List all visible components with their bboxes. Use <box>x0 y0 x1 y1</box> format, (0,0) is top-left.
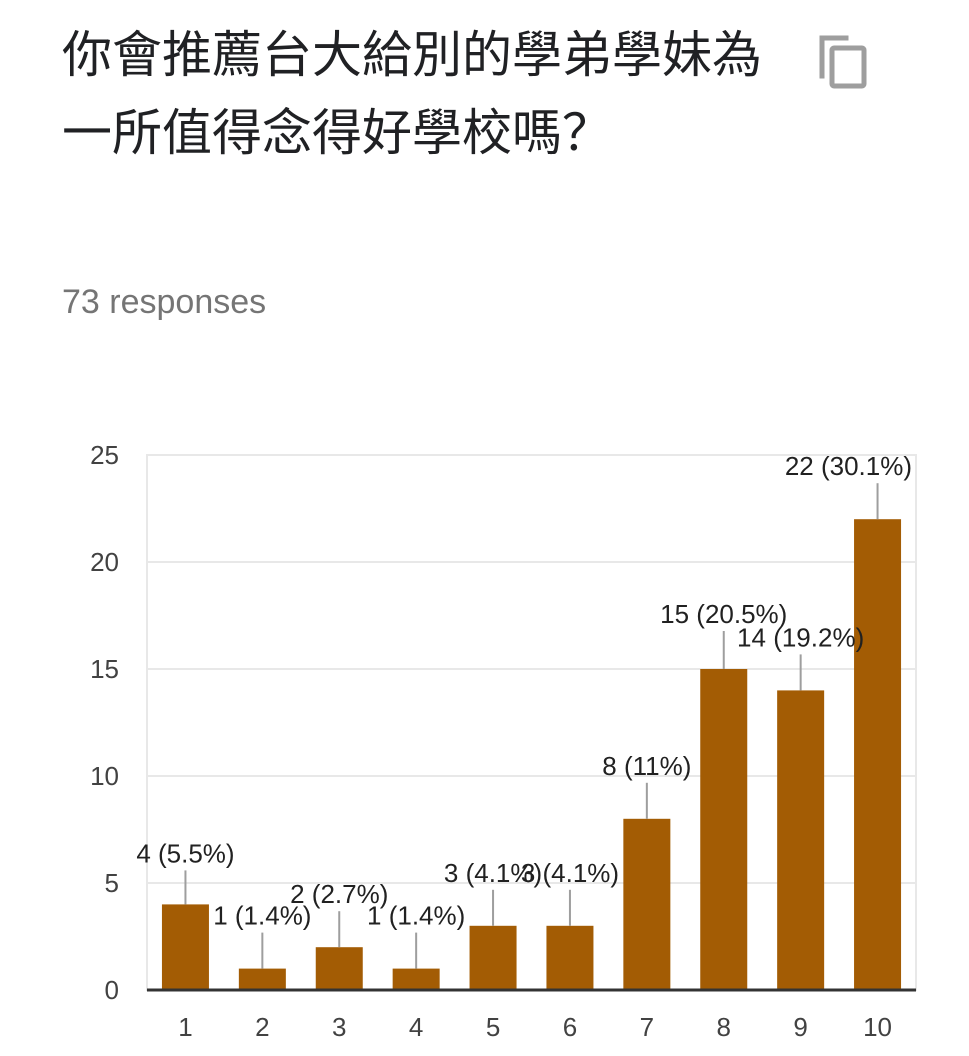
x-tick-label: 3 <box>332 1012 346 1042</box>
data-label: 14 (19.2%) <box>737 622 864 652</box>
data-label: 22 (30.1%) <box>785 451 912 481</box>
x-tick-label: 4 <box>409 1012 423 1042</box>
x-tick-label: 2 <box>255 1012 269 1042</box>
bar <box>777 690 825 990</box>
bar <box>315 947 363 990</box>
x-tick-label: 9 <box>793 1012 807 1042</box>
responses-count: 73 responses <box>62 283 267 321</box>
y-tick-label: 25 <box>90 440 119 470</box>
y-tick-label: 5 <box>105 868 119 898</box>
x-tick-label: 10 <box>863 1012 892 1042</box>
data-label: 15 (20.5%) <box>660 599 787 629</box>
y-tick-label: 0 <box>105 975 119 1005</box>
bar <box>469 925 517 990</box>
y-tick-label: 15 <box>90 654 119 684</box>
data-label: 3 (4.1%) <box>521 858 619 888</box>
bar <box>623 818 671 990</box>
question-title: 你會推薦台大給別的學弟學妹為一所值得念得好學校嗎？ <box>62 26 762 162</box>
data-label: 1 (1.4%) <box>213 901 311 931</box>
y-tick-label: 10 <box>90 761 119 791</box>
bar <box>238 968 286 990</box>
bar <box>546 925 594 990</box>
x-tick-label: 6 <box>563 1012 577 1042</box>
x-tick-label: 8 <box>717 1012 731 1042</box>
data-label: 8 (11%) <box>602 751 691 781</box>
x-tick-label: 1 <box>178 1012 192 1042</box>
copy-icon <box>819 35 867 89</box>
bar <box>392 968 440 990</box>
bar <box>161 904 209 990</box>
data-label: 1 (1.4%) <box>367 901 465 931</box>
copy-chart-button[interactable] <box>816 30 872 94</box>
x-tick-label: 5 <box>486 1012 500 1042</box>
y-tick-label: 20 <box>90 547 119 577</box>
data-label: 3 (4.1%) <box>444 858 542 888</box>
data-label: 4 (5.5%) <box>136 838 234 868</box>
bar <box>700 669 748 990</box>
x-tick-label: 7 <box>640 1012 654 1042</box>
data-label: 2 (2.7%) <box>290 879 388 909</box>
bar <box>854 519 902 990</box>
